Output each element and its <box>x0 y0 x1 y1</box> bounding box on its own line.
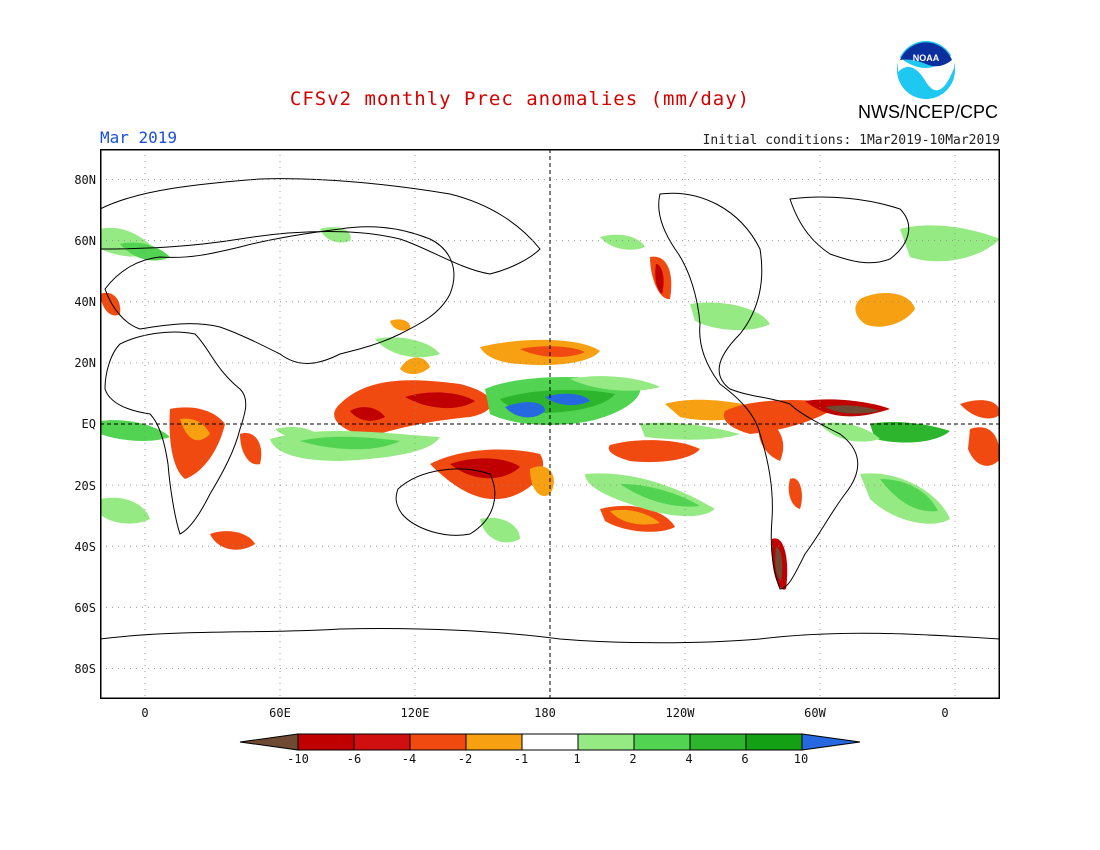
colorbar-tick-label: -6 <box>346 752 362 766</box>
lon-tick-label: 180 <box>534 706 556 720</box>
lon-tick-label: 120E <box>400 706 430 720</box>
lon-tick-label: 120W <box>665 706 695 720</box>
lat-tick-label: 20N <box>74 356 96 370</box>
colorbar-tick-label: 10 <box>793 752 809 766</box>
lon-tick-label: 0 <box>141 706 149 720</box>
colorbar-tick-label: 6 <box>741 752 749 766</box>
svg-text:NOAA: NOAA <box>913 53 940 63</box>
lat-tick-label: 60S <box>74 601 96 615</box>
lat-tick-label: 60N <box>74 234 96 248</box>
colorbar-swatch <box>297 733 355 751</box>
colorbar-tick-label: -1 <box>513 752 529 766</box>
lat-tick-label: 80S <box>74 662 96 676</box>
lon-tick-label: 0 <box>941 706 949 720</box>
lat-tick-label: 20S <box>74 479 96 493</box>
map-panel <box>100 149 1000 699</box>
lat-tick-label: EQ <box>81 417 96 431</box>
colorbar-tick-label: -10 <box>287 752 309 766</box>
month-label: Mar 2019 <box>100 128 178 147</box>
colorbar-arrow-low <box>239 733 299 751</box>
lat-tick-label: 40N <box>74 295 96 309</box>
colorbar-swatch <box>521 733 579 751</box>
colorbar-tick-label: 2 <box>629 752 637 766</box>
colorbar-tick-label: -2 <box>457 752 473 766</box>
initial-conditions-label: Initial conditions: 1Mar2019-10Mar2019 <box>702 133 1000 148</box>
colorbar-tick-label: 1 <box>573 752 581 766</box>
lon-tick-label: 60W <box>804 706 826 720</box>
colorbar-swatch <box>689 733 747 751</box>
lon-tick-label: 60E <box>269 706 291 720</box>
noaa-logo: NOAA <box>894 38 958 102</box>
wet-anomaly-layer <box>100 225 1000 543</box>
coastlines <box>100 178 1000 699</box>
colorbar-tick-label: -4 <box>401 752 417 766</box>
lat-tick-label: 80N <box>74 173 96 187</box>
colorbar-swatch <box>353 733 411 751</box>
colorbar-swatch <box>745 733 803 751</box>
map-title: CFSv2 monthly Prec anomalies (mm/day) <box>289 88 751 110</box>
colorbar-swatch <box>577 733 635 751</box>
colorbar-tick-label: 4 <box>685 752 693 766</box>
colorbar-swatch <box>633 733 691 751</box>
colorbar-swatch <box>465 733 523 751</box>
colorbar-swatch <box>409 733 467 751</box>
colorbar <box>238 733 862 755</box>
lat-tick-label: 40S <box>74 540 96 554</box>
colorbar-arrow-high <box>801 733 861 751</box>
agency-label: NWS/NCEP/CPC <box>857 102 998 122</box>
